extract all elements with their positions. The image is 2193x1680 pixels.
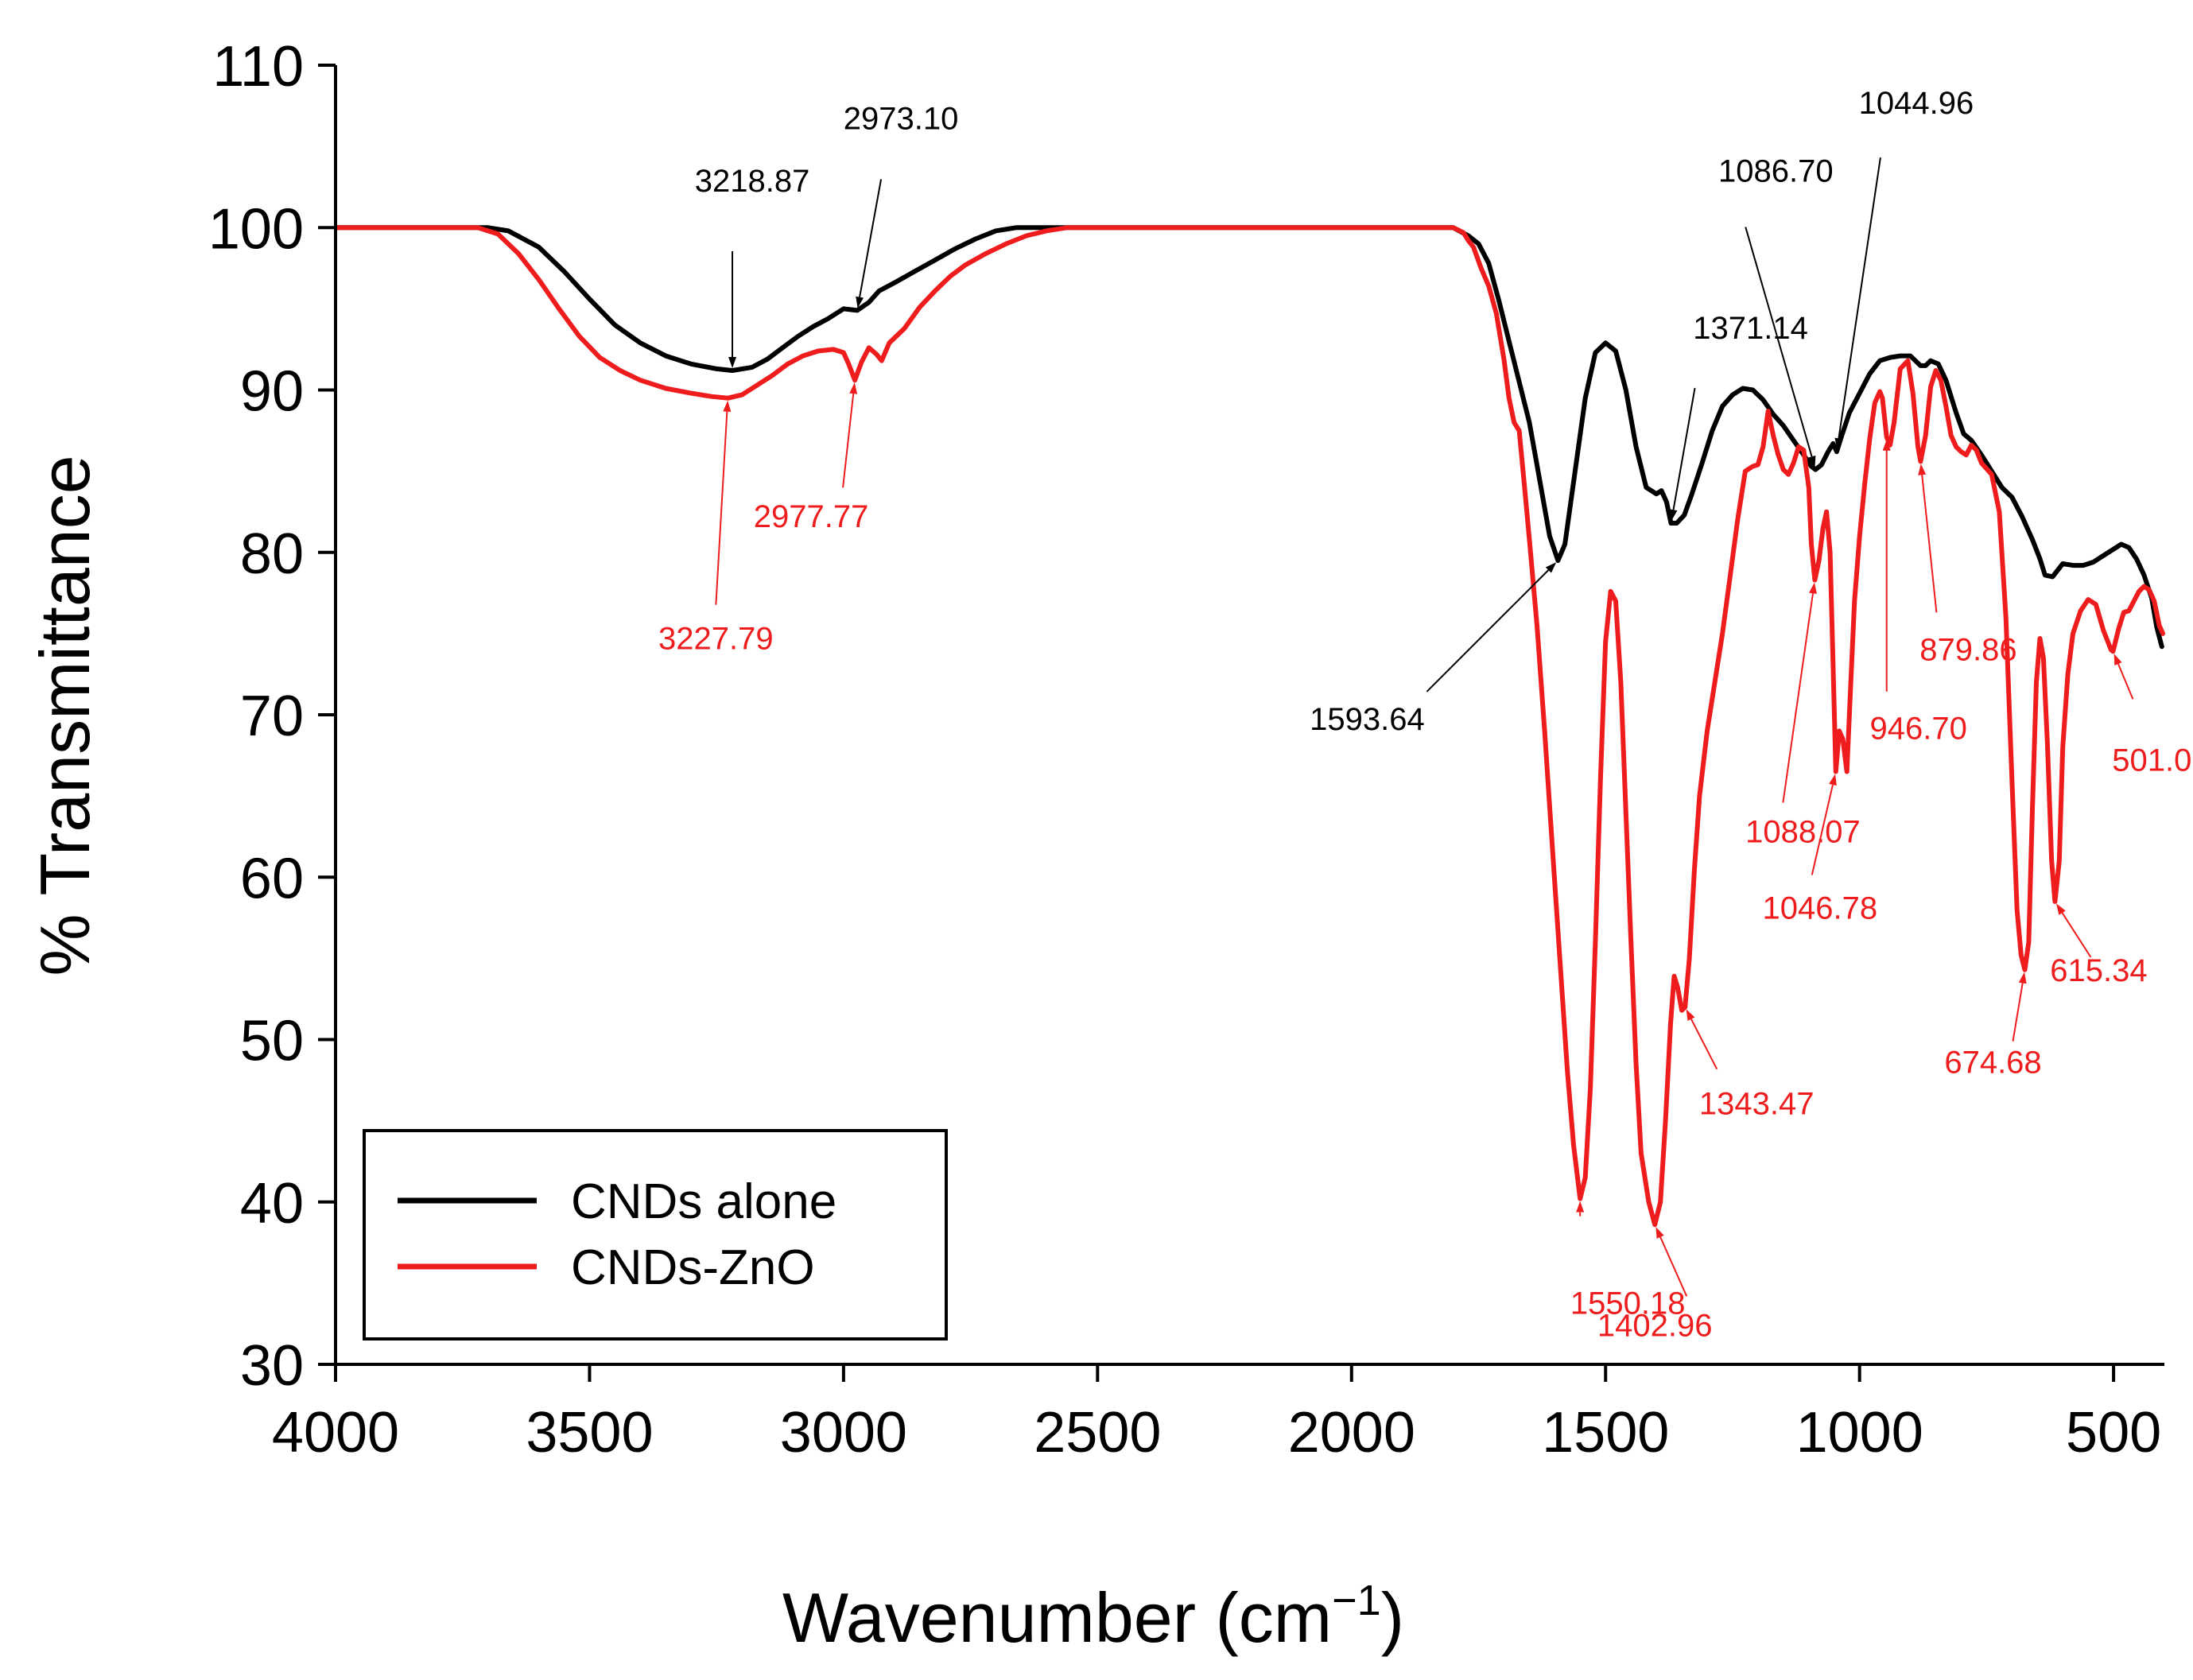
annotation-arrow (2117, 663, 2134, 700)
legend-label-cnds-alone: CNDs alone (571, 1174, 836, 1229)
annotation-arrow (715, 411, 728, 605)
annotation-label: 3218.87 (695, 164, 810, 199)
annotation-arrowhead (1686, 1009, 1695, 1022)
annotation-label: 1046.78 (1762, 890, 1877, 925)
x-tick-label: 3000 (780, 1401, 907, 1465)
annotation-arrowhead (728, 356, 737, 368)
annotation-label: 879.86 (1919, 632, 2016, 667)
annotation-label: 674.68 (1944, 1046, 2041, 1081)
legend-box (363, 1129, 948, 1341)
annotation-arrow (1811, 784, 1834, 875)
y-tick-label: 80 (240, 522, 304, 586)
annotation-arrowhead (1834, 437, 1843, 450)
y-tick-label: 100 (208, 197, 304, 261)
legend-label-cnds-zno: CNDs-ZnO (571, 1240, 815, 1295)
annotation-arrowhead (2113, 654, 2122, 665)
x-axis-title-exponent: −1 (1332, 1577, 1381, 1624)
y-tick-label: 30 (240, 1334, 304, 1398)
annotation-label: 1044.96 (1859, 86, 1974, 121)
annotation-label: 1593.64 (1310, 702, 1425, 737)
annotation-label: 1343.47 (1699, 1087, 1815, 1122)
x-tick-label: 3500 (526, 1401, 653, 1465)
annotation-arrow (1782, 593, 1814, 803)
y-tick-label: 40 (240, 1172, 304, 1236)
annotation-arrowhead (1807, 455, 1816, 468)
annotation-arrowhead (856, 296, 864, 308)
x-axis-title-main: Wavenumber (cm (782, 1578, 1332, 1657)
annotation-arrow (2012, 983, 2024, 1042)
annotation-arrowhead (1918, 464, 1927, 475)
annotation-layer: 3218.87 2973.10 1593.64 1371.14 1086.70 1044.… (658, 86, 2193, 1343)
annotation-label: 1086.70 (1718, 154, 1834, 189)
annotation-label: 615.34 (2050, 953, 2147, 988)
annotation-arrowhead (1576, 1201, 1585, 1212)
annotation-label: 1402.96 (1597, 1308, 1713, 1343)
x-tick-label: 1000 (1796, 1401, 1923, 1465)
y-axis-title: % Transmittance (25, 455, 104, 976)
annotation-label: 1371.14 (1693, 311, 1808, 346)
x-tick-label: 2000 (1288, 1401, 1415, 1465)
annotation-arrowhead (1809, 582, 1817, 595)
annotation-label: 2973.10 (844, 101, 959, 136)
annotation-arrowhead (1829, 774, 1837, 786)
y-tick-label: 110 (212, 35, 304, 99)
annotation-arrowhead (723, 400, 732, 412)
annotation-arrowhead (1655, 1227, 1664, 1239)
annotation-arrow (1426, 569, 1550, 693)
legend: CNDs alone CNDs-ZnO (363, 1129, 948, 1341)
annotation-arrowhead (1545, 562, 1557, 573)
x-tick-label: 1500 (1542, 1401, 1669, 1465)
annotation-label: 2977.77 (754, 499, 869, 534)
annotation-arrow (1672, 387, 1696, 510)
annotation-arrow (842, 394, 855, 488)
annotation-label: 501.05 (2112, 743, 2193, 778)
annotation-arrow (859, 179, 883, 297)
annotation-label: 3227.79 (658, 622, 774, 657)
y-tick-label: 90 (240, 360, 304, 424)
annotation-arrow (1690, 1018, 1718, 1070)
annotation-arrow (1838, 157, 1881, 439)
annotation-arrow (1659, 1236, 1688, 1297)
series-line-cnds-alone (333, 225, 2164, 650)
annotation-arrowhead (2056, 903, 2066, 915)
annotation-label: 1550.18 (1570, 1286, 1686, 1321)
x-tick-label: 4000 (272, 1401, 399, 1465)
y-tick-label: 50 (240, 1010, 304, 1073)
y-tick-label: 60 (240, 847, 304, 910)
axis-layer: 30 40 50 60 70 80 90 100 110 4000 3500 3000 2500 2000… (208, 35, 2164, 1465)
annotation-arrow (1921, 475, 1938, 613)
series-layer (333, 225, 2166, 1228)
annotation-arrowhead (1669, 509, 1678, 522)
annotation-arrowhead (849, 382, 858, 394)
annotation-arrow (2061, 912, 2092, 958)
annotation-arrow (1745, 227, 1813, 457)
annotation-label: 1088.07 (1745, 814, 1861, 849)
x-axis-title: Wavenumber (cm−1) (782, 1577, 1404, 1657)
annotation-arrowhead (1882, 439, 1891, 451)
y-tick-label: 70 (240, 685, 304, 748)
annotation-arrowhead (2018, 972, 2027, 984)
series-line-cnds-zno (333, 225, 2166, 1228)
annotation-label: 946.70 (1870, 712, 1967, 747)
x-tick-label: 2500 (1034, 1401, 1161, 1465)
x-axis-title-close: ) (1381, 1578, 1404, 1657)
x-tick-label: 500 (2066, 1401, 2161, 1465)
